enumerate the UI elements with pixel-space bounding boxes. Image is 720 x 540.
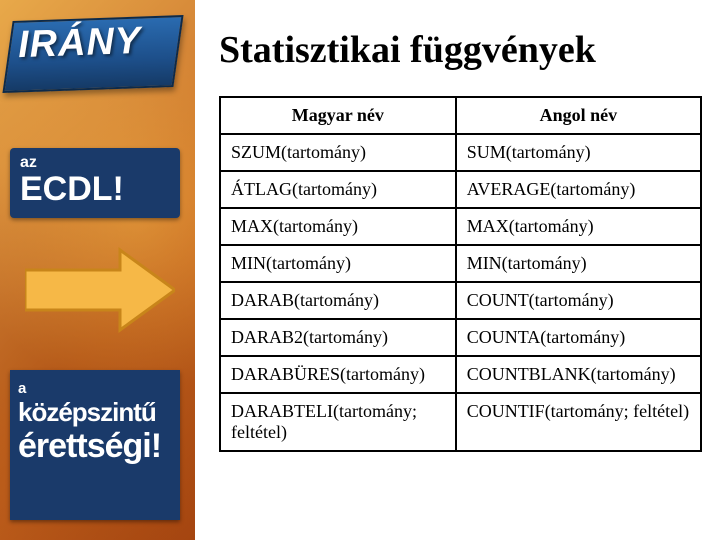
cell-hu: DARABÜRES(tartomány) <box>220 356 456 393</box>
table-row: DARAB(tartomány) COUNT(tartomány) <box>220 282 701 319</box>
cell-en: COUNTA(tartomány) <box>456 319 701 356</box>
cell-en: COUNTBLANK(tartomány) <box>456 356 701 393</box>
table-row: MIN(tartomány) MIN(tartomány) <box>220 245 701 282</box>
bottom-line1: középszintű <box>18 399 172 425</box>
col-header-hungarian: Magyar név <box>220 97 456 134</box>
table-row: DARABÜRES(tartomány) COUNTBLANK(tartomán… <box>220 356 701 393</box>
decorative-sidebar: IRÁNY az ECDL! a középszintű érettségi! <box>0 0 195 540</box>
functions-table: Magyar név Angol név SZUM(tartomány) SUM… <box>219 96 702 452</box>
cell-en: MIN(tartomány) <box>456 245 701 282</box>
cell-en: MAX(tartomány) <box>456 208 701 245</box>
bottom-line2: érettségi! <box>18 429 172 463</box>
arrow-icon <box>25 245 175 335</box>
table-row: MAX(tartomány) MAX(tartomány) <box>220 208 701 245</box>
col-header-english: Angol név <box>456 97 701 134</box>
table-row: ÁTLAG(tartomány) AVERAGE(tartomány) <box>220 171 701 208</box>
table-header-row: Magyar név Angol név <box>220 97 701 134</box>
cell-en: SUM(tartomány) <box>456 134 701 171</box>
cell-hu: MIN(tartomány) <box>220 245 456 282</box>
page-title: Statisztikai függvények <box>219 28 702 72</box>
table-row: SZUM(tartomány) SUM(tartomány) <box>220 134 701 171</box>
irany-label: IRÁNY <box>17 20 142 67</box>
cell-hu: MAX(tartomány) <box>220 208 456 245</box>
table-row: DARAB2(tartomány) COUNTA(tartomány) <box>220 319 701 356</box>
cell-hu: DARAB2(tartomány) <box>220 319 456 356</box>
cell-hu: DARABTELI(tartomány; feltétel) <box>220 393 456 451</box>
cell-hu: ÁTLAG(tartomány) <box>220 171 456 208</box>
bottom-prefix: a <box>18 380 172 397</box>
main-content: Statisztikai függvények Magyar név Angol… <box>195 0 720 540</box>
cell-en: COUNT(tartomány) <box>456 282 701 319</box>
ecdl-main: ECDL! <box>20 172 170 206</box>
cell-en: COUNTIF(tartomány; feltétel) <box>456 393 701 451</box>
cell-hu: SZUM(tartomány) <box>220 134 456 171</box>
cell-en: AVERAGE(tartomány) <box>456 171 701 208</box>
cell-hu: DARAB(tartomány) <box>220 282 456 319</box>
table-row: DARABTELI(tartomány; feltétel) COUNTIF(t… <box>220 393 701 451</box>
ecdl-panel: az ECDL! <box>10 148 180 218</box>
bottom-panel: a középszintű érettségi! <box>10 370 180 520</box>
